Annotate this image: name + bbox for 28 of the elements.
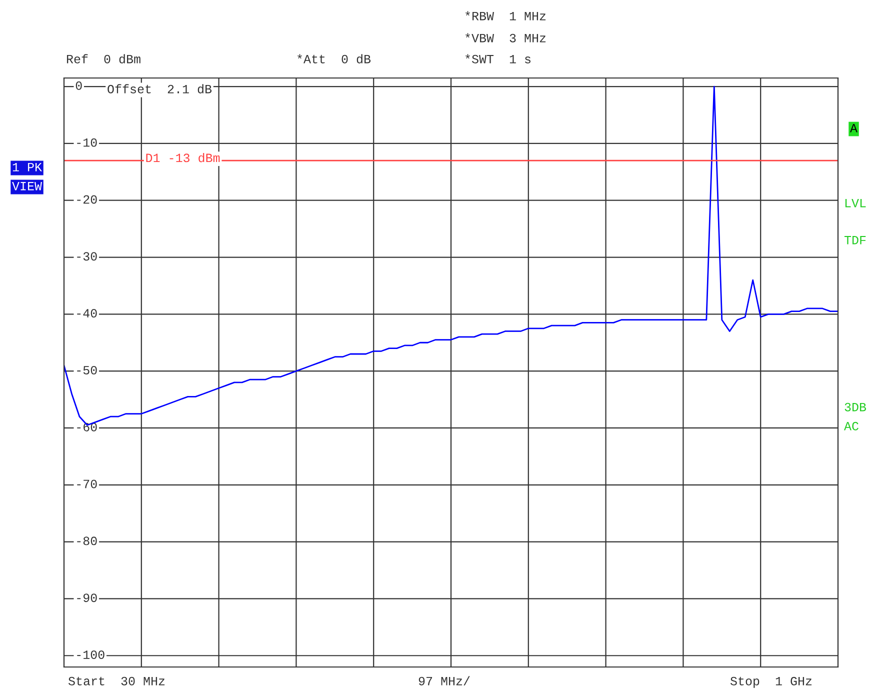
annotation: Offset 2.1 dB — [108, 84, 212, 94]
y-tick-label: -70 — [77, 480, 97, 488]
y-tick-label: -60 — [77, 422, 97, 432]
y-tick-label: -10 — [77, 138, 97, 147]
text: *SWT 1 s — [466, 54, 530, 64]
text: 3DB — [844, 402, 866, 412]
text: *Att 0 dB — [298, 54, 371, 64]
text: Ref 0 dBm — [66, 54, 140, 64]
text: *VBW 3 MHz — [466, 33, 546, 42]
y-tick-label: -100 — [77, 650, 104, 659]
text: LVL — [845, 199, 866, 208]
y-tick-label: -30 — [77, 252, 97, 261]
y-tick-label: -40 — [77, 309, 97, 318]
ref-line-label: D1 -13 dBm — [146, 152, 220, 162]
text: Start 30 MHz — [68, 676, 165, 686]
text: 97 MHz/ — [418, 676, 470, 686]
y-tick-label: -20 — [77, 195, 97, 204]
y-tick-label: -80 — [77, 536, 97, 546]
y-tick-label: -90 — [77, 594, 97, 602]
text: 1 PK — [12, 163, 42, 172]
text: *RBW 1 MHz — [466, 11, 546, 20]
text: AC — [844, 422, 858, 430]
text: TDF — [844, 236, 866, 244]
text: Stop 1 GHz — [730, 676, 812, 688]
text: A — [850, 124, 858, 132]
y-tick-label: -50 — [77, 366, 97, 374]
text: VIEW — [12, 182, 42, 190]
y-tick-label: 0 — [76, 81, 82, 90]
